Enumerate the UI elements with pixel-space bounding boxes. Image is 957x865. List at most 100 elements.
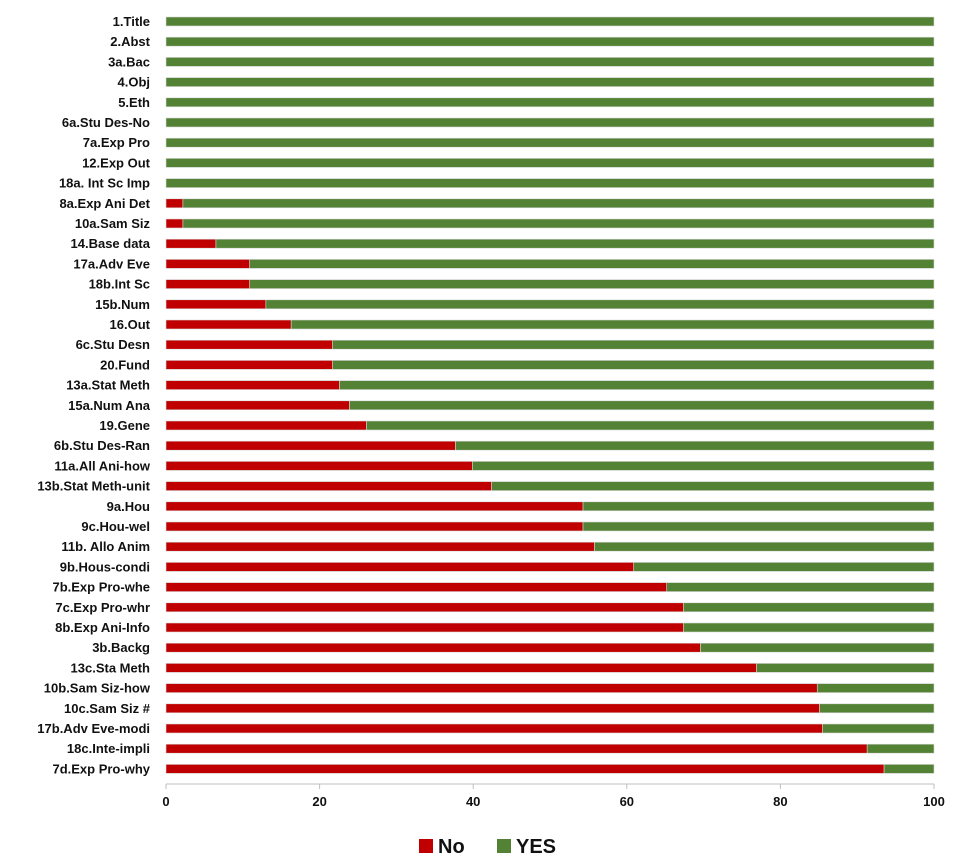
legend-label-no: No [438,836,465,858]
bar-no-segment [165,723,823,734]
bar-no-segment [165,764,885,774]
bar-yes-segment [165,77,935,87]
category-label: 6b.Stu Des-Ran [54,438,150,453]
category-label: 10c.Sam Siz # [64,701,151,716]
bar-yes-segment [249,279,935,289]
bar-no-segment [165,703,820,714]
bar-yes-segment [332,360,935,370]
bar-no-segment [165,683,818,693]
category-label: 1.Title [113,14,150,29]
category-label: 8b.Exp Ani-Info [55,620,150,635]
bar-yes-segment [182,198,935,209]
category-label: 13c.Sta Meth [71,660,151,675]
bar-no-segment [165,299,267,310]
bar-no-segment [165,743,868,754]
category-label: 20.Fund [100,357,150,372]
category-label: 2.Abst [110,34,150,49]
bar-no-segment [165,360,333,370]
bar-no-segment [165,461,473,471]
bar-yes-segment [633,562,935,572]
bar-yes-segment [215,238,935,249]
bar-yes-segment [683,622,935,633]
category-label: 18a. Int Sc Imp [59,176,150,191]
bar-no-segment [165,238,217,249]
bar-no-segment [165,481,492,491]
bar-no-segment [165,400,350,411]
x-tick-label: 40 [466,794,480,809]
category-label: 10b.Sam Siz-how [44,681,151,696]
bar-no-segment [165,642,701,653]
category-label: 14.Base data [71,236,151,251]
category-label: 7b.Exp Pro-whe [52,580,150,595]
bar-yes-segment [819,703,935,714]
bar-yes-segment [182,218,935,229]
bar-yes-segment [165,117,935,128]
category-label: 13b.Stat Meth-unit [37,479,150,494]
bar-no-segment [165,521,584,532]
bar-yes-segment [165,158,935,168]
bar-no-segment [165,380,340,390]
category-label: 17b.Adv Eve-modi [37,721,150,736]
category-label: 12.Exp Out [82,155,151,170]
category-label: 18c.Inte-impli [67,741,150,756]
category-label: 9a.Hou [107,499,150,514]
category-label: 11b. Allo Anim [61,539,150,554]
bar-yes-segment [165,97,935,108]
x-tick-label: 80 [773,794,787,809]
legend: No YES [419,836,556,858]
bar-yes-segment [756,663,935,673]
bar-yes-segment [165,36,935,47]
bar-no-segment [165,622,684,633]
bar-no-segment [165,582,668,592]
legend-swatch-yes [497,839,511,853]
bar-yes-segment [582,501,935,512]
bar-no-segment [165,602,684,613]
category-label: 18b.Int Sc [89,277,150,292]
bar-yes-segment [165,57,935,67]
bar-yes-segment [455,440,935,451]
bar-yes-segment [472,461,935,471]
bar-no-segment [165,339,333,350]
category-label: 17a.Adv Eve [73,256,150,271]
bar-yes-segment [491,481,935,491]
bar-yes-segment [683,602,935,613]
bar-yes-segment [265,299,935,310]
bar-yes-segment [165,178,935,188]
bar-yes-segment [700,642,935,653]
category-label: 10a.Sam Siz [75,216,151,231]
bar-no-segment [165,198,184,209]
bar-yes-segment [666,582,935,592]
bar-yes-segment [866,743,935,754]
bar-no-segment [165,218,184,229]
bar-no-segment [165,440,456,451]
legend-swatch-no [419,839,433,853]
bar-yes-segment [165,137,935,148]
bar-yes-segment [349,400,935,411]
category-labels: 1.Title 2.Abst 3a.Bac 4.Obj 5.Eth 6a.Stu Des-… [37,14,151,776]
category-label: 3b.Backg [92,640,150,655]
x-tick-label: 20 [312,794,326,809]
category-label: 13a.Stat Meth [66,378,150,393]
category-label: 7c.Exp Pro-whr [55,600,150,615]
bar-yes-segment [822,723,935,734]
bar-yes-segment [290,319,935,330]
bar-yes-segment [883,764,935,774]
bar-no-segment [165,420,367,431]
bar-no-segment [165,319,292,330]
bars-layer [165,16,935,774]
category-label: 19.Gene [99,418,150,433]
category-label: 15b.Num [95,297,150,312]
category-label: 16.Out [110,317,151,332]
bar-yes-segment [582,521,935,532]
bar-yes-segment [249,259,935,269]
category-label: 6c.Stu Desn [76,337,150,352]
bar-no-segment [165,562,635,572]
bar-no-segment [165,663,757,673]
category-label: 11a.All Ani-how [54,458,150,473]
bar-yes-segment [594,541,935,552]
bar-yes-segment [332,339,935,350]
category-label: 15a.Num Ana [68,398,151,413]
bar-yes-segment [165,16,935,27]
bar-no-segment [165,259,251,269]
